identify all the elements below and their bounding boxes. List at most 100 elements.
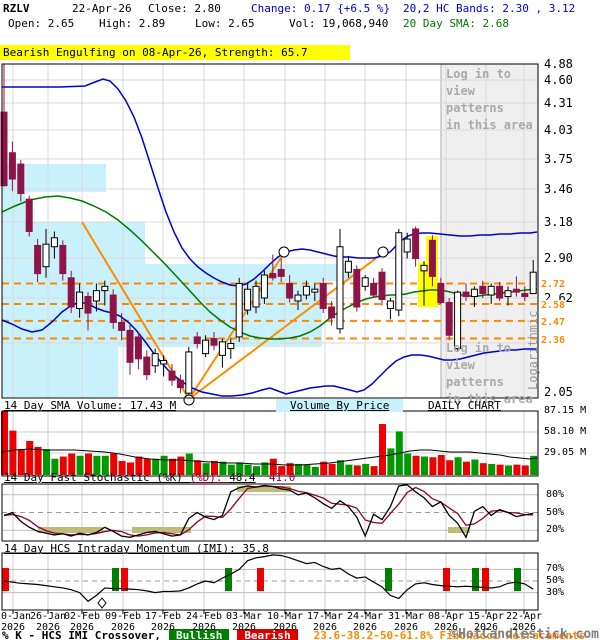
volume-panel-border <box>1 410 539 477</box>
candle-body <box>8 152 16 180</box>
candle-body <box>101 285 109 292</box>
pattern-alert-banner[interactable]: Bearish Engulfing on 08-Apr-26, Strength… <box>0 45 350 60</box>
volume-value: Vol: 19,068,940 <box>289 17 389 30</box>
daily-chart-label: DAILY CHART <box>428 399 501 412</box>
price-axis-label: 3.75 <box>544 152 573 166</box>
stoch-k-line <box>3 484 534 539</box>
change-value: Change: 0.17 {+6.5 %} <box>251 2 391 15</box>
volume-bar <box>295 463 302 475</box>
volume-by-price-label[interactable]: Volume By Price <box>276 399 404 412</box>
candle-body <box>176 379 184 389</box>
year-label: 2026 <box>272 622 298 633</box>
volume-bar <box>219 461 227 475</box>
candle-body <box>235 282 243 338</box>
candle-body <box>25 198 33 232</box>
footer-legend: % K - HCS IMI Crossover, Bullish Bearish 23… <box>2 629 585 640</box>
volume-bar <box>421 456 428 475</box>
stoch-extreme-shade <box>132 527 191 533</box>
footer-legend-text: % K - HCS IMI Crossover, <box>2 629 161 640</box>
volume-bar <box>93 455 101 475</box>
price-axis-label: 3.46 <box>544 182 573 196</box>
volume-bar <box>320 461 328 475</box>
candle-body <box>244 288 252 311</box>
volume-bar <box>261 462 269 475</box>
stoch-axis-label: 50% <box>546 506 565 518</box>
date-label: 24-Feb <box>185 611 223 622</box>
year-label: 2026 <box>312 622 338 633</box>
year-label: 2026 <box>393 622 419 633</box>
imi-crossover-signal <box>112 568 119 591</box>
volume-bar <box>135 456 143 475</box>
year-label: 2026 <box>150 622 176 633</box>
stoch-axis-label: 20% <box>546 524 565 536</box>
volume-by-price-band <box>2 264 352 281</box>
date-label: 08-Apr <box>427 611 465 622</box>
price-axis-label: 3.18 <box>544 215 573 229</box>
date-label: 22-Apr <box>505 611 543 622</box>
candle-body <box>42 243 50 268</box>
imi-line <box>3 554 534 603</box>
volume-bar <box>479 463 487 475</box>
candle-body <box>395 232 403 311</box>
year-label: 2026 <box>0 622 26 633</box>
price-axis-label: 4.03 <box>544 123 573 137</box>
volume-bar <box>353 465 361 475</box>
imi-crossover-signal <box>514 568 521 591</box>
volume-by-price-band <box>2 307 322 347</box>
candle-body <box>269 273 277 279</box>
volume-bar <box>143 458 151 475</box>
candle-body <box>403 238 411 253</box>
date-label: 10-Mar <box>266 611 304 622</box>
copyright-watermark[interactable]: ©HotCandlestick.com <box>450 627 599 640</box>
login-overlay-text-top[interactable]: Log in to view patterns in this area <box>446 67 533 132</box>
year-label: 2026 <box>35 622 61 633</box>
price-axis-label: 2.05 <box>544 385 573 399</box>
volume-bar <box>311 466 319 475</box>
candle-body <box>134 336 142 360</box>
imi-panel-title: 14 Day HCS Intraday Momentum (IMI): 35.8 <box>4 542 269 555</box>
date-label: 15-Apr <box>467 611 505 622</box>
candle-body <box>454 291 462 350</box>
sma-value: 20 Day SMA: 2.68 <box>403 17 509 30</box>
volume-bar <box>59 456 67 475</box>
candle-body <box>479 285 487 295</box>
candle-body <box>160 360 168 365</box>
volume-bar <box>76 455 84 475</box>
trend-marker-circle <box>377 246 389 258</box>
hc-bands-value: 20,2 HC Bands: 2.30 , 3.12 <box>403 2 576 15</box>
bollinger-lower-band <box>1 301 537 397</box>
volume-bar <box>43 449 50 475</box>
candle-body <box>319 282 327 310</box>
candle-body <box>294 294 302 302</box>
stochastic-panel-title: 14 Day Fast Stochastic (%K) (%D): 48.4 4… <box>4 471 296 484</box>
candle-body <box>386 300 394 310</box>
imi-crossover-signal <box>443 568 450 591</box>
candle-body <box>302 285 310 296</box>
quote-date: 22-Apr-26 <box>72 2 132 15</box>
fib-axis-label: 2.58 <box>541 299 566 311</box>
volume-bar <box>328 463 336 475</box>
volume-bar <box>286 463 294 475</box>
volume-bar <box>101 455 109 475</box>
candle-body <box>59 244 67 275</box>
volume-axis-label: 29.05 M <box>544 447 587 458</box>
volume-bar <box>370 466 378 475</box>
imi-marker-diamond <box>97 597 107 609</box>
price-axis-label: 2.90 <box>544 251 573 265</box>
date-label: 17-Mar <box>306 611 344 622</box>
year-label: 2026 <box>69 622 95 633</box>
volume-bar <box>505 465 512 475</box>
candle-body <box>210 338 218 346</box>
candle-body <box>218 341 226 356</box>
volume-by-price-band <box>2 347 118 397</box>
volume-bar <box>9 430 17 475</box>
stoch-axis-label: 80% <box>546 488 565 500</box>
login-overlay-text-bottom[interactable]: Log in to view patterns in this area <box>446 341 533 406</box>
volume-bar <box>211 460 218 475</box>
stoch-extreme-shade <box>38 527 103 533</box>
volume-bar <box>110 453 118 475</box>
candle-body <box>504 290 512 298</box>
volume-bar <box>446 460 454 475</box>
imi-axis-label: 30% <box>546 586 565 598</box>
